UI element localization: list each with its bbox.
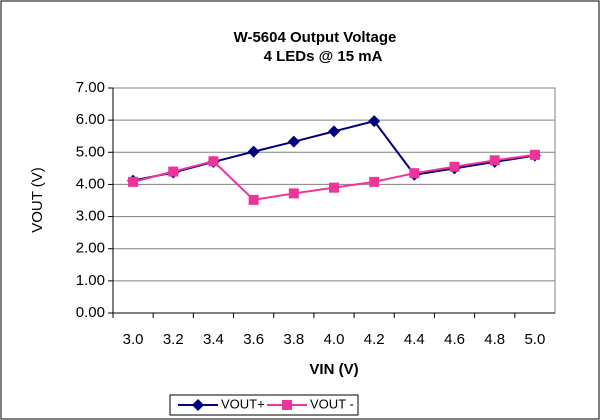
marker [369,176,380,187]
marker [128,176,139,187]
x-tick-label: 3.6 [243,331,264,348]
marker [529,149,540,160]
marker [329,182,339,193]
marker [328,125,340,138]
x-tick-label: 3.4 [203,331,224,348]
legend-marker [192,399,204,411]
y-tick-label: 4.00 [76,175,105,192]
x-tick-label: 4.2 [364,331,385,348]
marker [288,188,299,199]
chart-title: W-5604 Output Voltage [234,29,397,46]
x-tick-label: 5.0 [524,331,545,348]
marker [368,115,381,128]
x-tick-label: 4.6 [444,331,465,348]
x-tick-label: 4.0 [324,331,345,348]
x-tick-label: 4.4 [404,331,425,348]
marker [449,161,460,172]
marker [489,155,500,166]
y-tick-label: 5.00 [76,143,105,160]
y-axis-label: VOUT (V) [29,167,46,233]
legend-label: VOUT+ [221,396,265,411]
legend-label: VOUT - [310,396,354,411]
legend-marker [282,400,292,410]
x-tick-label: 3.0 [123,331,144,348]
x-axis-label: VIN (V) [309,361,358,378]
x-tick-label: 3.8 [283,331,304,348]
y-tick-label: 3.00 [76,208,105,225]
y-tick-label: 1.00 [76,272,105,289]
x-tick-label: 3.2 [163,331,184,348]
y-tick-label: 6.00 [76,111,105,128]
y-tick-label: 2.00 [76,240,105,257]
marker [287,135,300,148]
y-tick-label: 0.00 [76,304,105,321]
legend-box [169,394,359,416]
chart-subtitle: 4 LEDs @ 15 mA [264,48,383,65]
plot-area [112,87,556,314]
marker [409,168,420,179]
marker [208,156,219,167]
marker [247,145,260,158]
marker [168,166,179,177]
y-tick-label: 7.00 [76,79,105,96]
x-tick-label: 4.8 [484,331,505,348]
marker [248,194,259,205]
